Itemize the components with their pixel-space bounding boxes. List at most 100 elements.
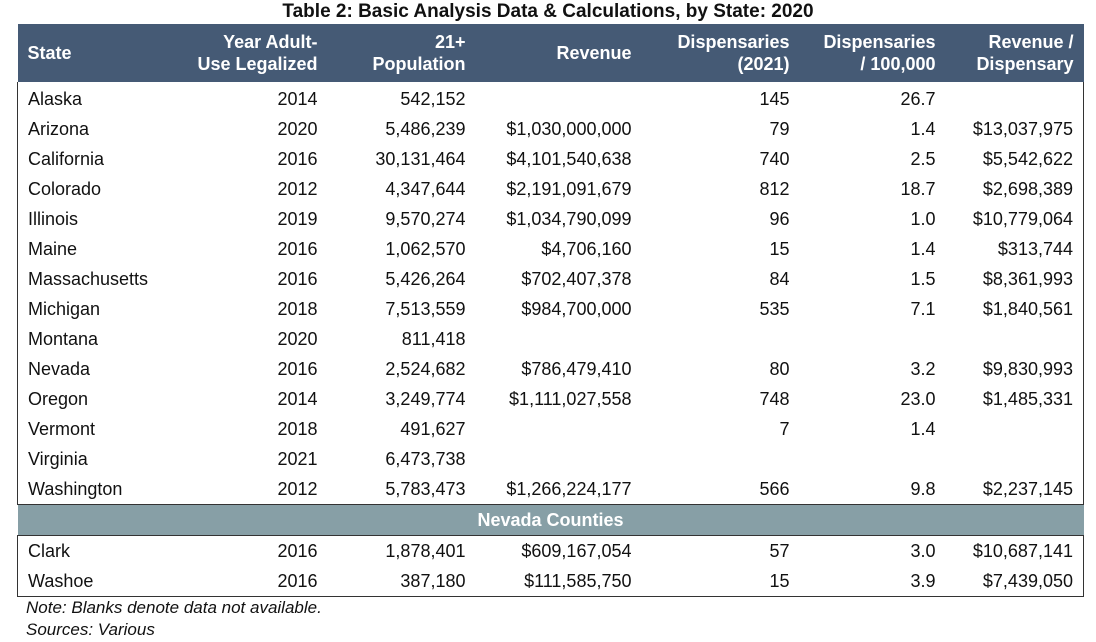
header-col-4: Dispensaries (2021)	[641, 24, 800, 82]
table-cell: 18.7	[900, 178, 936, 199]
table-cell: 80	[769, 358, 790, 379]
table-cell: 1.4	[910, 118, 936, 139]
table-cell: $10,687,141	[945, 535, 1084, 566]
table-cell	[642, 324, 800, 354]
row-label: California	[17, 144, 172, 174]
table-cell: 3.2	[910, 358, 936, 379]
table-row: Maine 2016 1,062,570 $4,706,160 15 1.4 $313,74…	[17, 234, 1084, 264]
table-cell: 2020	[277, 328, 318, 349]
table-row: California 2016 30,131,464 $4,101,540,638 74…	[17, 144, 1084, 174]
table-cell: $609,167,054	[521, 540, 632, 561]
table-cell: 5,426,264	[385, 268, 466, 289]
table-cell: 748	[759, 388, 790, 409]
header-line: 21+	[434, 32, 466, 52]
section-body: Nevada Counties	[17, 504, 1084, 536]
table-title: Table 2: Basic Analysis Data & Calculati…	[282, 1, 814, 22]
table-cell: 2014	[277, 88, 318, 109]
table-cell: 2016	[277, 268, 318, 289]
table-cell: 26.7	[900, 88, 936, 109]
header-line: Dispensary	[976, 54, 1074, 74]
table-cell: $786,479,410	[521, 358, 632, 379]
table-cell: $4,706,160	[541, 238, 632, 259]
table-row: Nevada 2016 2,524,682 $786,479,410 80 3.2 $9,8…	[17, 354, 1084, 384]
header-col-3: Revenue	[475, 24, 642, 82]
table-cell: 6,473,738	[385, 448, 466, 469]
row-label: Clark	[17, 535, 172, 566]
table-cell: 811,418	[401, 328, 466, 349]
table-cell: $1,485,331	[945, 384, 1084, 414]
section-label: Nevada Counties	[17, 504, 1084, 536]
table-cell: 3,249,774	[385, 388, 466, 409]
table-cell: 9.8	[799, 474, 946, 505]
table-cell: 2016	[277, 238, 318, 259]
table-cell: 3.0	[910, 540, 936, 561]
table-cell	[476, 82, 642, 114]
row-label: Washington	[17, 474, 172, 505]
table-cell: $984,700,000	[521, 298, 632, 319]
table-notes: Note: Blanks denote data not available. …	[26, 597, 322, 641]
table-cell: 2018	[277, 298, 318, 319]
row-label: Alaska	[17, 82, 172, 114]
table-cell: $7,439,050	[945, 566, 1084, 597]
table-cell	[476, 324, 642, 354]
note-text: Note: Blanks denote data not available.	[26, 598, 322, 617]
row-label: Maine	[17, 234, 172, 264]
header-line: Revenue /	[988, 32, 1074, 52]
table-cell: 1,062,570	[385, 238, 466, 259]
table-cell: 2016	[277, 148, 318, 169]
table-cell: 566	[641, 474, 800, 505]
table-cell: $313,744	[945, 234, 1084, 264]
table-cell	[945, 414, 1084, 444]
table-row: Oregon 2014 3,249,774 $1,111,027,558 748 23.0…	[17, 384, 1084, 414]
table-cell: $1,034,790,099	[506, 208, 632, 229]
table-cell: $4,101,540,638	[506, 148, 632, 169]
table-cell	[945, 324, 1084, 354]
table-cell: 84	[769, 268, 790, 289]
table-row: Illinois 2019 9,570,274 $1,034,790,099 96 1.0…	[17, 204, 1084, 234]
table-header: State Year Adult- Use Legalized 21+ Populati…	[17, 24, 1084, 82]
table-cell: 1.0	[910, 208, 936, 229]
row-label: Arizona	[17, 114, 172, 144]
header-line: Revenue	[556, 43, 632, 63]
table-cell: 3.9	[799, 566, 946, 597]
table-cell: $2,191,091,679	[506, 178, 632, 199]
header-col-0: State	[17, 24, 172, 82]
header-col-5: Dispensaries/ 100,000	[799, 24, 946, 82]
row-label: Washoe	[17, 566, 172, 597]
table-cell: 9,570,274	[385, 208, 466, 229]
row-label: Illinois	[17, 204, 172, 234]
table-cell: 15	[641, 566, 800, 597]
table-row: Washoe 2016 387,180 $111,585,750 15 3.9 $7,439…	[17, 566, 1084, 597]
table-cell	[642, 444, 800, 474]
table-cell: 79	[769, 118, 790, 139]
table-cell: 2019	[277, 208, 318, 229]
table-row: Virginia 2021 6,473,738	[17, 444, 1084, 474]
table-cell: 2021	[277, 448, 318, 469]
row-label: Massachusetts	[17, 264, 172, 294]
table-cell: 740	[759, 148, 790, 169]
table-cell: 491,627	[400, 418, 466, 439]
table-cell: 7	[779, 418, 790, 439]
table-cell: 1.4	[910, 238, 936, 259]
table-cell: 15	[769, 238, 790, 259]
header-line: Year Adult-	[223, 32, 318, 52]
row-label: Michigan	[17, 294, 172, 324]
header-line: Dispensaries	[677, 32, 790, 52]
header-line: Use Legalized	[197, 54, 318, 74]
table-cell: 2.5	[910, 148, 936, 169]
table-cell: $111,585,750	[475, 566, 642, 597]
row-label: Virginia	[17, 444, 172, 474]
table-cell: 2016	[171, 566, 328, 597]
table-cell: 535	[759, 298, 790, 319]
header-line: Dispensaries	[823, 32, 936, 52]
header-line: State	[27, 43, 72, 63]
table-cell: 30,131,464	[375, 148, 466, 169]
table-cell: $9,830,993	[945, 354, 1084, 384]
table-cell: 2016	[277, 358, 318, 379]
table-cell: 812	[759, 178, 790, 199]
table-cell: $1,840,561	[945, 294, 1084, 324]
table-cell: 2016	[277, 540, 318, 561]
table-cell: 2020	[277, 118, 318, 139]
header-col-2: 21+ Population	[327, 24, 476, 82]
row-label: Colorado	[17, 174, 172, 204]
